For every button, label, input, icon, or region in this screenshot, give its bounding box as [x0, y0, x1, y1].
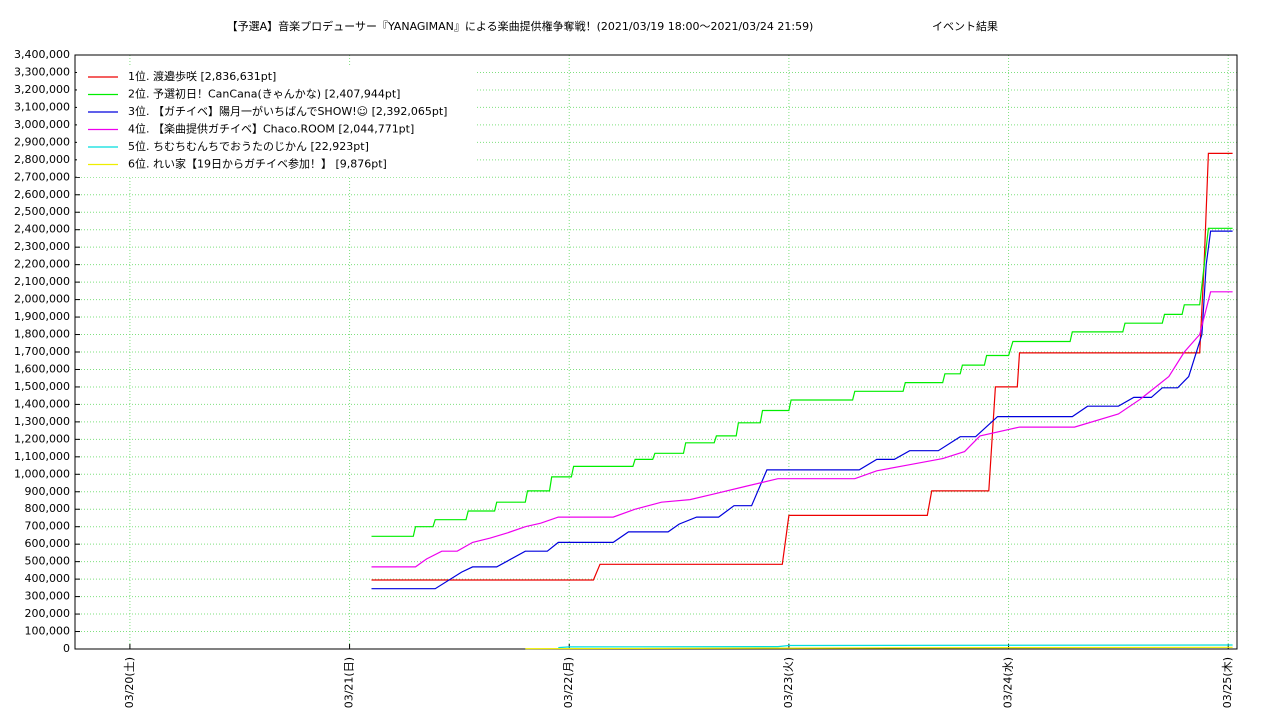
series-line — [371, 291, 1233, 568]
x-tick-label: 03/24(水) — [1002, 657, 1015, 708]
y-tick-label: 300,000 — [25, 590, 71, 603]
y-tick-label: 1,500,000 — [14, 380, 70, 393]
y-tick-label: 900,000 — [25, 485, 71, 498]
y-tick-label: 2,800,000 — [14, 153, 70, 166]
y-tick-label: 3,100,000 — [14, 100, 70, 113]
y-tick-label: 1,900,000 — [14, 310, 70, 323]
y-tick-label: 100,000 — [25, 625, 71, 638]
y-tick-label: 2,700,000 — [14, 170, 70, 183]
legend-label: 3位. 【ガチイベ】陽月一がいちばんでSHOW!☺ [2,392,065pt] — [128, 104, 447, 118]
y-tick-label: 2,400,000 — [14, 223, 70, 236]
y-tick-label: 3,300,000 — [14, 65, 70, 78]
x-tick-label: 03/21(日) — [343, 657, 356, 708]
y-tick-label: 1,200,000 — [14, 432, 70, 445]
y-tick-label: 2,000,000 — [14, 293, 70, 306]
y-tick-label: 1,400,000 — [14, 397, 70, 410]
y-tick-label: 200,000 — [25, 607, 71, 620]
legend-label: 2位. 予選初日！CanCana(きゃんかな) [2,407,944pt] — [128, 87, 400, 101]
y-tick-label: 2,600,000 — [14, 188, 70, 201]
y-tick-label: 500,000 — [25, 555, 71, 568]
series-line — [371, 227, 1233, 537]
y-tick-label: 600,000 — [25, 537, 71, 550]
series-line — [371, 230, 1233, 590]
y-tick-label: 400,000 — [25, 572, 71, 585]
chart-subtitle: イベント結果 — [932, 19, 998, 33]
x-tick-label: 03/20(土) — [123, 657, 136, 708]
y-tick-label: 700,000 — [25, 520, 71, 533]
y-tick-label: 2,500,000 — [14, 205, 70, 218]
y-tick-label: 1,600,000 — [14, 362, 70, 375]
y-tick-label: 2,900,000 — [14, 135, 70, 148]
legend-label: 4位. 【楽曲提供ガチイベ】Chaco.ROOM [2,044,771pt] — [128, 122, 414, 136]
legend-box — [77, 65, 477, 177]
y-tick-label: 1,700,000 — [14, 345, 70, 358]
legend: 1位. 渡邉歩咲 [2,836,631pt] 2位. 予選初日！CanCana(き… — [77, 65, 477, 177]
chart-title: 【予選A】音楽プロデューサー『YANAGIMAN』による楽曲提供権争奪戦！(20… — [227, 19, 814, 33]
series-line — [525, 646, 1233, 650]
y-tick-label: 1,100,000 — [14, 450, 70, 463]
x-tick-label: 03/25(木) — [1221, 657, 1234, 708]
y-tick-label: 800,000 — [25, 502, 71, 515]
y-tick-label: 2,300,000 — [14, 240, 70, 253]
y-tick-label: 0 — [63, 642, 70, 655]
y-tick-label: 1,000,000 — [14, 467, 70, 480]
y-tick-label: 2,200,000 — [14, 258, 70, 271]
legend-label: 5位. ちむちむんちでおうたのじかん [22,923pt] — [128, 139, 369, 153]
y-tick-label: 3,400,000 — [14, 48, 70, 61]
y-tick-label: 1,800,000 — [14, 328, 70, 341]
y-tick-label: 3,200,000 — [14, 83, 70, 96]
legend-label: 1位. 渡邉歩咲 [2,836,631pt] — [128, 69, 276, 83]
y-tick-label: 1,300,000 — [14, 415, 70, 428]
series-line — [371, 152, 1233, 581]
series-line — [558, 644, 1233, 649]
x-tick-label: 03/22(月) — [562, 657, 575, 708]
y-tick-label: 3,000,000 — [14, 118, 70, 131]
x-tick-label: 03/23(火) — [782, 657, 795, 708]
y-tick-label: 2,100,000 — [14, 275, 70, 288]
legend-label: 6位. れい家【19日からガチイベ参加！】 [9,876pt] — [128, 157, 387, 171]
